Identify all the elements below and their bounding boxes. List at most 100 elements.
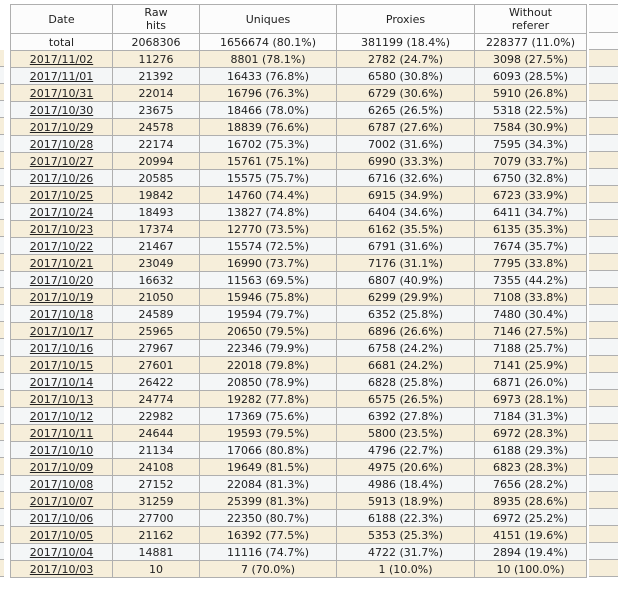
cell-uniques: 25399 (81.3%) bbox=[199, 492, 337, 510]
cell-date: 2017/10/26 bbox=[10, 169, 113, 187]
table-row: 2017/10/05 21162 16392 (77.5%) 5353 (25.3%)… bbox=[10, 526, 587, 544]
cell-raw-hits: 22014 bbox=[112, 84, 200, 102]
cell-proxies: 6716 (32.6%) bbox=[336, 169, 475, 187]
cell-raw-hits: 16632 bbox=[112, 271, 200, 289]
date-link[interactable]: 2017/10/07 bbox=[29, 494, 94, 508]
cell-without-referer: 6188 (29.3%) bbox=[474, 441, 587, 459]
table-row: 2017/10/09 24108 19649 (81.5%) 4975 (20.6%)… bbox=[10, 458, 587, 476]
table-row: 2017/10/16 27967 22346 (79.9%) 6758 (24.2%)… bbox=[10, 339, 587, 357]
cell-without-referer: 6823 (28.3%) bbox=[474, 458, 587, 476]
date-link[interactable]: 2017/10/23 bbox=[29, 222, 94, 236]
edge-row-segment bbox=[0, 152, 4, 169]
table-row: 2017/10/20 16632 11563 (69.5%) 6807 (40.9%)… bbox=[10, 271, 587, 289]
table-row: 2017/10/07 31259 25399 (81.3%) 5913 (18.9%)… bbox=[10, 492, 587, 510]
cell-uniques: 17369 (75.6%) bbox=[199, 407, 337, 425]
edge-row-segment bbox=[589, 475, 618, 492]
date-link[interactable]: 2017/10/12 bbox=[29, 409, 94, 423]
cell-uniques: 20650 (79.5%) bbox=[199, 322, 337, 340]
date-link[interactable]: 2017/10/31 bbox=[29, 86, 94, 100]
edge-row-segment bbox=[0, 118, 4, 135]
cell-uniques: 20850 (78.9%) bbox=[199, 373, 337, 391]
cell-date: 2017/10/13 bbox=[10, 390, 113, 408]
cell-proxies: 7002 (31.6%) bbox=[336, 135, 475, 153]
date-link[interactable]: 2017/10/27 bbox=[29, 154, 94, 168]
date-link[interactable]: 2017/10/10 bbox=[29, 443, 94, 457]
cell-proxies: 6265 (26.5%) bbox=[336, 101, 475, 119]
date-link[interactable]: 2017/10/06 bbox=[29, 511, 94, 525]
cell-raw-hits: 17374 bbox=[112, 220, 200, 238]
cell-raw-hits: 11276 bbox=[112, 50, 200, 68]
date-link[interactable]: 2017/10/16 bbox=[29, 341, 94, 355]
cell-proxies: 4722 (31.7%) bbox=[336, 543, 475, 561]
date-link[interactable]: 2017/10/29 bbox=[29, 120, 94, 134]
date-link[interactable]: 2017/10/24 bbox=[29, 205, 94, 219]
edge-row-segment bbox=[589, 67, 618, 84]
right-edge-strip bbox=[589, 4, 618, 577]
cell-uniques: 19593 (79.5%) bbox=[199, 424, 337, 442]
date-link[interactable]: 2017/10/09 bbox=[29, 460, 94, 474]
date-link[interactable]: 2017/10/20 bbox=[29, 273, 94, 287]
edge-row-segment bbox=[0, 373, 4, 390]
date-link[interactable]: 2017/10/28 bbox=[29, 137, 94, 151]
date-link[interactable]: 2017/10/13 bbox=[29, 392, 94, 406]
cell-without-referer: 7674 (35.7%) bbox=[474, 237, 587, 255]
cell-date: 2017/10/19 bbox=[10, 288, 113, 306]
cell-without-referer: 6723 (33.9%) bbox=[474, 186, 587, 204]
cell-uniques: 19282 (77.8%) bbox=[199, 390, 337, 408]
cell-date: 2017/10/29 bbox=[10, 118, 113, 136]
cell-without-referer: 7188 (25.7%) bbox=[474, 339, 587, 357]
cell-uniques: 16990 (73.7%) bbox=[199, 254, 337, 272]
cell-uniques: 11116 (74.7%) bbox=[199, 543, 337, 561]
column-header-proxies: Proxies bbox=[336, 4, 475, 34]
cell-without-referer: 7184 (31.3%) bbox=[474, 407, 587, 425]
cell-without-referer: 5910 (26.8%) bbox=[474, 84, 587, 102]
cell-date: 2017/10/30 bbox=[10, 101, 113, 119]
date-link[interactable]: 2017/10/05 bbox=[29, 528, 94, 542]
date-link[interactable]: 2017/10/08 bbox=[29, 477, 94, 491]
date-link[interactable]: 2017/10/17 bbox=[29, 324, 94, 338]
date-link[interactable]: 2017/10/15 bbox=[29, 358, 94, 372]
column-header-date: Date bbox=[10, 4, 113, 34]
date-link[interactable]: 2017/10/18 bbox=[29, 307, 94, 321]
date-link[interactable]: 2017/11/02 bbox=[29, 52, 94, 66]
cell-proxies: 6990 (33.3%) bbox=[336, 152, 475, 170]
date-link[interactable]: 2017/10/14 bbox=[29, 375, 94, 389]
cell-proxies: 2782 (24.7%) bbox=[336, 50, 475, 68]
cell-without-referer: 4151 (19.6%) bbox=[474, 526, 587, 544]
cell-proxies: 6758 (24.2%) bbox=[336, 339, 475, 357]
date-link[interactable]: 2017/10/19 bbox=[29, 290, 94, 304]
cell-date: 2017/10/15 bbox=[10, 356, 113, 374]
date-link[interactable]: 2017/10/11 bbox=[29, 426, 94, 440]
date-link[interactable]: 2017/10/03 bbox=[29, 562, 94, 576]
edge-row-segment bbox=[0, 492, 4, 509]
cell-uniques: 15574 (72.5%) bbox=[199, 237, 337, 255]
cell-without-referer: 7480 (30.4%) bbox=[474, 305, 587, 323]
edge-row-segment bbox=[0, 526, 4, 543]
cell-raw-hits: 18493 bbox=[112, 203, 200, 221]
edge-row-segment bbox=[0, 458, 4, 475]
edge-row-segment bbox=[589, 356, 618, 373]
table-row: 2017/10/03 10 7 (70.0%) 1 (10.0%) 10 (100.0%… bbox=[10, 560, 587, 578]
date-link[interactable]: 2017/10/21 bbox=[29, 256, 94, 270]
cell-without-referer: 3098 (27.5%) bbox=[474, 50, 587, 68]
date-link[interactable]: 2017/10/22 bbox=[29, 239, 94, 253]
date-link[interactable]: 2017/11/01 bbox=[29, 69, 94, 83]
cell-without-referer: 6973 (28.1%) bbox=[474, 390, 587, 408]
table-body: total 2068306 1656674 (80.1%) 381199 (18.4%… bbox=[10, 33, 587, 578]
edge-row-segment bbox=[589, 339, 618, 356]
edge-row-segment bbox=[0, 560, 4, 577]
date-link[interactable]: 2017/10/04 bbox=[29, 545, 94, 559]
column-header-uniques: Uniques bbox=[199, 4, 337, 34]
edge-row-segment bbox=[0, 322, 4, 339]
table-row: 2017/10/23 17374 12770 (73.5%) 6162 (35.5%)… bbox=[10, 220, 587, 238]
cell-proxies: 6787 (27.6%) bbox=[336, 118, 475, 136]
date-link[interactable]: 2017/10/26 bbox=[29, 171, 94, 185]
cell-without-referer: 6750 (32.8%) bbox=[474, 169, 587, 187]
date-link[interactable]: 2017/10/30 bbox=[29, 103, 94, 117]
cell-without-referer: 6972 (25.2%) bbox=[474, 509, 587, 527]
cell-raw-hits: 24108 bbox=[112, 458, 200, 476]
date-link[interactable]: 2017/10/25 bbox=[29, 188, 94, 202]
edge-row-segment bbox=[589, 526, 618, 543]
edge-row-segment bbox=[0, 50, 4, 67]
edge-row-segment bbox=[589, 237, 618, 254]
